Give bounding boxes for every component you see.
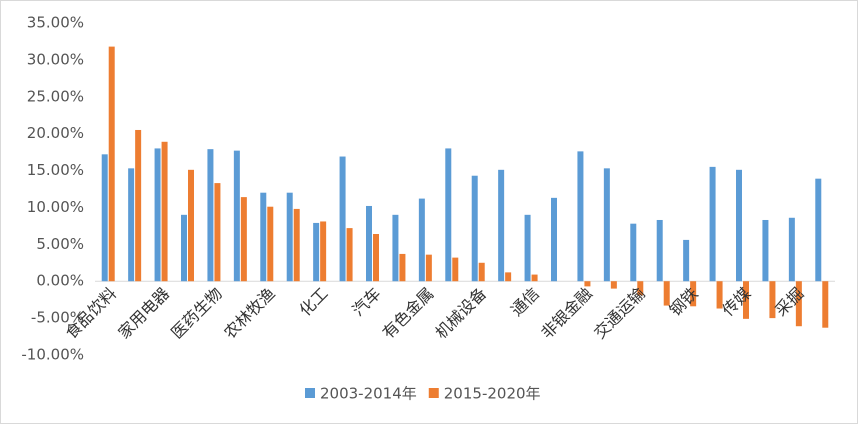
bar xyxy=(128,168,135,282)
bar xyxy=(656,219,663,282)
bar xyxy=(418,198,425,282)
bar xyxy=(610,281,617,289)
bar xyxy=(346,228,353,282)
bar xyxy=(452,257,459,282)
bar xyxy=(101,154,108,282)
bar xyxy=(188,169,194,282)
bar xyxy=(293,208,300,282)
bar xyxy=(762,219,769,282)
bar xyxy=(260,192,267,282)
bar xyxy=(478,262,485,282)
bar xyxy=(815,178,822,282)
legend-label: 2015-2020年 xyxy=(444,385,541,403)
bar xyxy=(214,183,221,282)
y-tick-label: 5.00% xyxy=(36,235,84,253)
bar xyxy=(531,274,538,282)
bar xyxy=(709,166,716,282)
bar xyxy=(630,223,637,282)
bar xyxy=(683,239,690,282)
y-tick-label: 10.00% xyxy=(27,198,84,216)
legend-label: 2003-2014年 xyxy=(320,385,417,403)
bar xyxy=(267,206,274,282)
bar xyxy=(207,149,214,282)
y-tick-label: 15.00% xyxy=(27,161,84,179)
bar xyxy=(498,169,505,282)
bar xyxy=(471,175,478,282)
bar xyxy=(551,197,557,282)
bar xyxy=(366,205,372,282)
bar xyxy=(181,214,187,282)
bar xyxy=(743,281,749,319)
bar xyxy=(690,281,697,307)
bar xyxy=(505,272,512,282)
y-tick-label: 25.00% xyxy=(27,87,84,105)
bar xyxy=(339,156,346,282)
bar xyxy=(320,221,327,282)
bar xyxy=(736,169,742,282)
y-tick-label: 20.00% xyxy=(27,124,84,142)
bar xyxy=(603,168,610,282)
y-tick-label: 30.00% xyxy=(27,50,84,68)
bar xyxy=(161,141,168,282)
bar xyxy=(154,148,161,282)
y-tick-label: 35.00% xyxy=(27,14,84,32)
bar xyxy=(584,281,591,287)
bar xyxy=(524,214,531,282)
bar xyxy=(577,151,584,282)
y-tick-label: 0.00% xyxy=(36,272,84,290)
bar xyxy=(795,281,802,327)
bar xyxy=(769,281,776,319)
bar xyxy=(135,129,142,282)
bar xyxy=(399,253,406,282)
bar xyxy=(373,234,379,282)
bar xyxy=(716,281,723,309)
legend-swatch xyxy=(428,388,439,398)
bar xyxy=(663,281,670,306)
bar xyxy=(392,214,399,282)
bar xyxy=(822,281,829,328)
bar xyxy=(445,148,452,282)
legend-swatch xyxy=(305,388,315,398)
bar xyxy=(233,150,240,282)
bar xyxy=(108,46,115,282)
bar xyxy=(313,222,320,282)
bar xyxy=(240,197,247,282)
y-tick-label: -5.00% xyxy=(31,309,84,327)
bar xyxy=(425,254,432,282)
bar xyxy=(788,217,795,282)
bar xyxy=(286,192,293,282)
y-tick-label: -10.00% xyxy=(21,346,84,364)
bar xyxy=(637,281,644,296)
